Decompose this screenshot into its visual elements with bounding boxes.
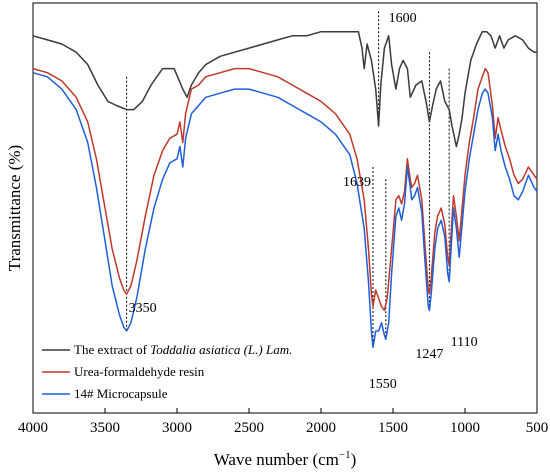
legend-label-extract: The extract of Toddalia asiatica (L.) La… [74,342,292,357]
legend: The extract of Toddalia asiatica (L.) La… [42,342,292,401]
legend-label-microcapsule: 14# Microcapsule [74,386,168,401]
peak-label-1247: 1247 [415,347,443,362]
peak-label-1550: 1550 [369,377,397,392]
series-line-microcapsule [32,71,538,349]
peak-label-3350: 3350 [129,301,157,316]
series-line-extract [32,30,537,148]
y-axis-label: Transmittance (%) [5,145,24,271]
peak-label-1110: 1110 [451,335,478,350]
legend-label-uf-resin: Urea-formaldehyde resin [74,364,205,379]
peak-marker-group [126,11,450,348]
x-axis: 4000 3500 3000 2500 2000 1500 1000 500 [18,408,548,436]
peak-label-1639: 1639 [343,175,371,190]
peak-label-1600: 1600 [389,11,417,26]
series-group [32,30,538,349]
x-axis-label: Wave number (cm−1) [214,449,357,469]
x-tick-label-3000: 3000 [162,420,192,436]
x-tick-label-2000: 2000 [306,420,336,436]
x-tick-label-4000: 4000 [18,420,48,436]
x-tick-label-1000: 1000 [450,420,480,436]
peak-label-group: 3350 1639 1600 1550 1247 1110 [129,11,478,392]
series-line-uf-resin [32,67,538,312]
x-tick-label-1500: 1500 [378,420,408,436]
x-tick-label-500: 500 [526,420,549,436]
x-tick-label-2500: 2500 [234,420,264,436]
x-tick-label-3500: 3500 [90,420,120,436]
